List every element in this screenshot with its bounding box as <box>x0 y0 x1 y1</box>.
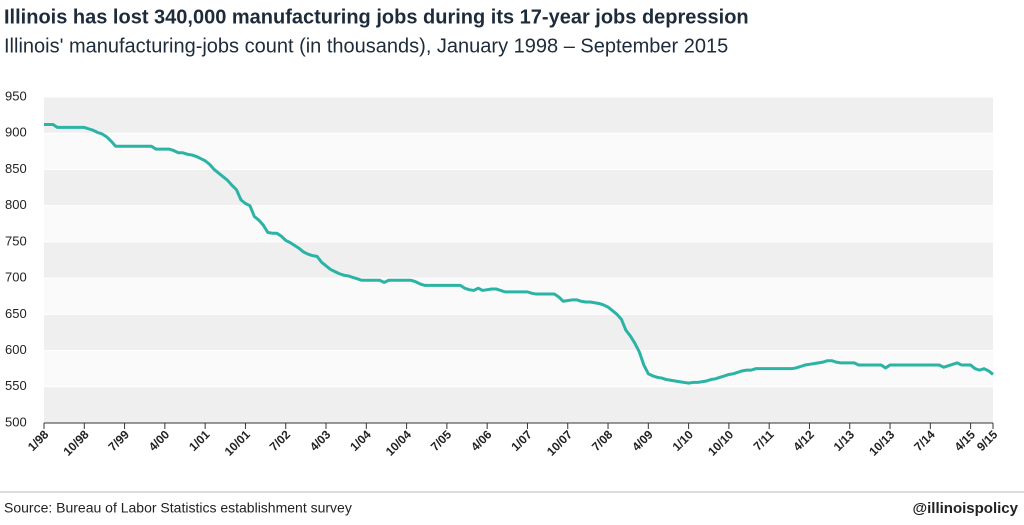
y-tick-label: 700 <box>5 270 27 285</box>
x-tick-label: 10/01 <box>222 427 253 458</box>
x-tick-label: 4/00 <box>146 427 173 454</box>
y-tick-label: 600 <box>5 342 27 357</box>
grid-band <box>44 350 993 387</box>
x-tick-label: 10/04 <box>383 427 414 458</box>
x-tick-label: 1/04 <box>347 427 374 454</box>
x-tick-label: 1/98 <box>25 427 52 454</box>
x-tick-label: 4/15 <box>952 427 979 454</box>
chart-title: Illinois has lost 340,000 manufacturing … <box>4 6 749 28</box>
grid-band <box>44 241 993 279</box>
grid-band <box>44 205 993 242</box>
x-tick-label: 7/05 <box>428 427 455 454</box>
grid-band <box>44 169 993 206</box>
grid-band <box>44 97 993 134</box>
y-tick-label: 500 <box>5 414 27 429</box>
y-tick-label: 900 <box>5 125 27 140</box>
x-tick-label: 4/09 <box>629 427 656 454</box>
y-tick-label: 850 <box>5 161 27 176</box>
x-tick-label: 10/10 <box>705 427 736 458</box>
x-tick-label: 1/07 <box>508 427 535 454</box>
x-tick-label: 10/13 <box>866 427 897 458</box>
x-tick-label: 10/98 <box>61 427 92 458</box>
credit: @illinoispolicy <box>913 500 1019 517</box>
x-tick-label: 7/02 <box>267 427 294 454</box>
x-tick-label: 7/11 <box>751 427 777 453</box>
y-tick-label: 950 <box>5 88 27 103</box>
x-tick-label: 7/99 <box>106 427 133 454</box>
grid-band <box>44 314 993 351</box>
x-tick-label: 7/14 <box>911 427 938 454</box>
y-tick-label: 650 <box>5 306 27 321</box>
x-tick-label: 10/07 <box>544 427 575 458</box>
x-tick-label: 4/03 <box>307 427 334 454</box>
chart-subtitle: Illinois' manufacturing-jobs count (in t… <box>4 35 728 57</box>
x-tick-label: 1/01 <box>186 427 213 454</box>
x-tick-label: 4/12 <box>790 427 817 454</box>
x-tick-label: 1/10 <box>670 427 697 454</box>
grid-band <box>44 278 993 315</box>
x-tick-label: 9/15 <box>974 427 1001 454</box>
y-tick-label: 550 <box>5 378 27 393</box>
y-tick-label: 750 <box>5 233 27 248</box>
x-tick-label: 7/08 <box>589 427 616 454</box>
data-line <box>44 123 994 385</box>
y-tick-label: 800 <box>5 197 27 212</box>
grid-band <box>44 386 993 423</box>
x-tick-label: 1/13 <box>831 427 858 454</box>
x-tick-label: 4/06 <box>468 427 495 454</box>
grid-band <box>44 133 993 170</box>
source: Source: Bureau of Labor Statistics estab… <box>4 500 352 516</box>
